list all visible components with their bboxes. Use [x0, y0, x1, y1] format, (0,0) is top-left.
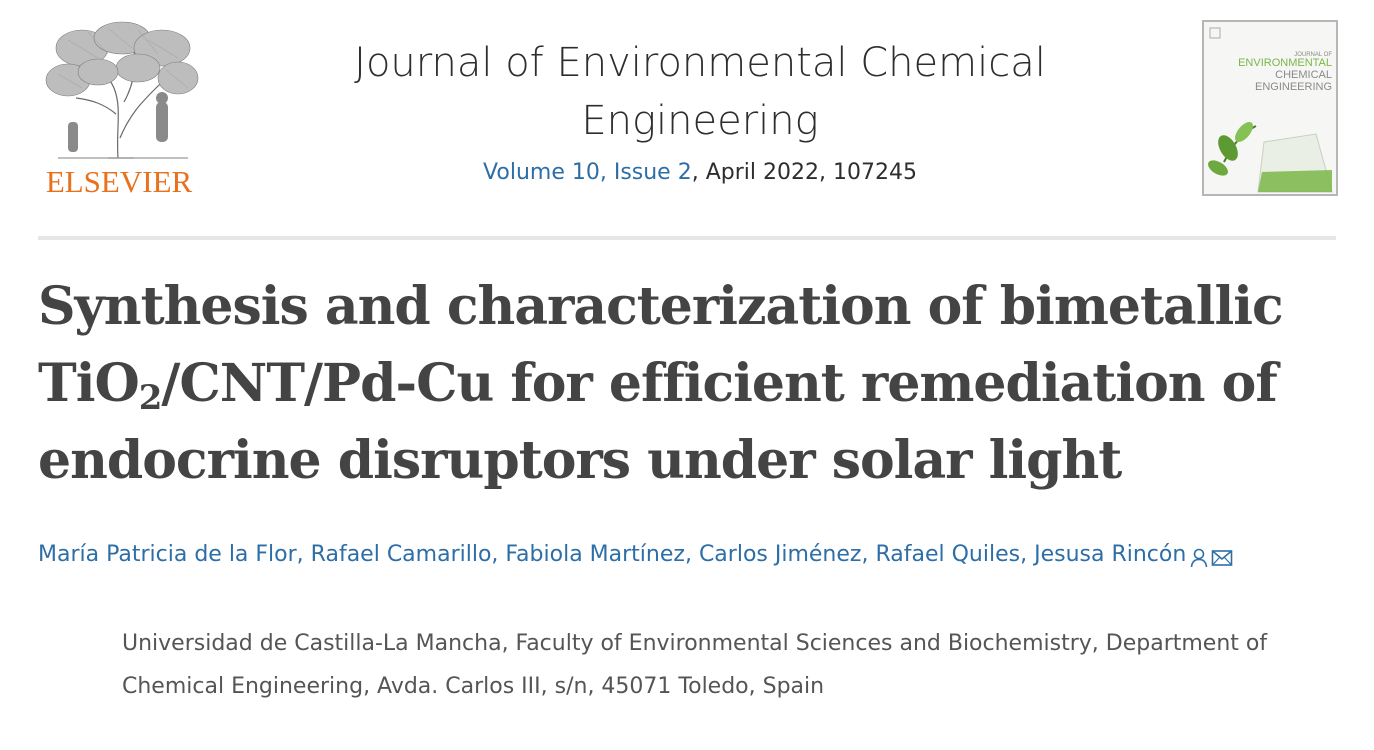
author-separator: ,	[861, 542, 876, 567]
person-icon[interactable]	[1190, 548, 1208, 568]
journal-citation: Volume 10, Issue 2, April 2022, 107245	[250, 160, 1150, 185]
author-separator: ,	[1020, 542, 1035, 567]
article-header: ELSEVIER Journal of Environmental Chemic…	[0, 0, 1374, 240]
author-separator: ,	[296, 542, 311, 567]
cover-line2: CHEMICAL	[1275, 69, 1332, 81]
author-link[interactable]: Fabiola Martínez	[505, 542, 685, 567]
author-list: María Patricia de la Flor, Rafael Camari…	[38, 538, 1338, 575]
header-divider	[38, 236, 1336, 240]
journal-title-line2: Engineering	[581, 98, 819, 144]
article-title: Synthesis and characterization of bimeta…	[38, 268, 1284, 499]
affiliation-line2: Chemical Engineering, Avda. Carlos III, …	[122, 674, 825, 699]
author-separator: ,	[491, 542, 506, 567]
article-title-line3: endocrine disruptors under solar light	[38, 430, 1122, 491]
publisher-name: ELSEVIER	[45, 164, 193, 199]
author-link[interactable]: Carlos Jiménez	[698, 542, 862, 567]
volume-issue-link[interactable]: Volume 10, Issue 2	[483, 160, 692, 185]
journal-title-line1: Journal of Environmental Chemical	[354, 40, 1046, 86]
cover-small-text: JOURNAL OF	[1294, 52, 1332, 58]
article-title-line2: TiO2/CNT/Pd-Cu for efficient remediation…	[38, 345, 1278, 422]
elsevier-tree-logo-icon	[45, 21, 199, 159]
journal-cover-image[interactable]: JOURNAL OF ENVIRONMENTAL CHEMICAL ENGINE…	[1202, 20, 1338, 196]
title-subscript: 2	[138, 378, 163, 418]
journal-title[interactable]: Journal of Environmental Chemical Engine…	[250, 34, 1150, 150]
author-affiliation: Universidad de Castilla-La Mancha, Facul…	[122, 622, 1337, 708]
title-tio-text: TiO	[38, 353, 140, 414]
author-separator: ,	[684, 542, 699, 567]
date-article-number: , April 2022, 107245	[691, 160, 917, 185]
article-title-line1: Synthesis and characterization of bimeta…	[38, 276, 1284, 337]
publisher-logo[interactable]	[38, 18, 200, 200]
cover-line3: ENGINEERING	[1255, 81, 1332, 93]
cover-line1: ENVIRONMENTAL	[1238, 57, 1332, 69]
author-link[interactable]: Rafael Camarillo	[310, 542, 492, 567]
author-icons	[1190, 541, 1236, 575]
title-line2-rest: /CNT/Pd-Cu for efficient remediation of	[161, 353, 1277, 414]
author-link[interactable]: Rafael Quiles	[875, 542, 1021, 567]
affiliation-line1: Universidad de Castilla-La Mancha, Facul…	[122, 631, 1268, 656]
cover-artwork: JOURNAL OF ENVIRONMENTAL CHEMICAL ENGINE…	[1204, 22, 1336, 194]
journal-info: Journal of Environmental Chemical Engine…	[250, 34, 1150, 185]
author-link-corresponding[interactable]: Jesusa Rincón	[1034, 542, 1187, 567]
author-link[interactable]: María Patricia de la Flor	[38, 542, 297, 567]
envelope-icon[interactable]	[1211, 549, 1233, 567]
